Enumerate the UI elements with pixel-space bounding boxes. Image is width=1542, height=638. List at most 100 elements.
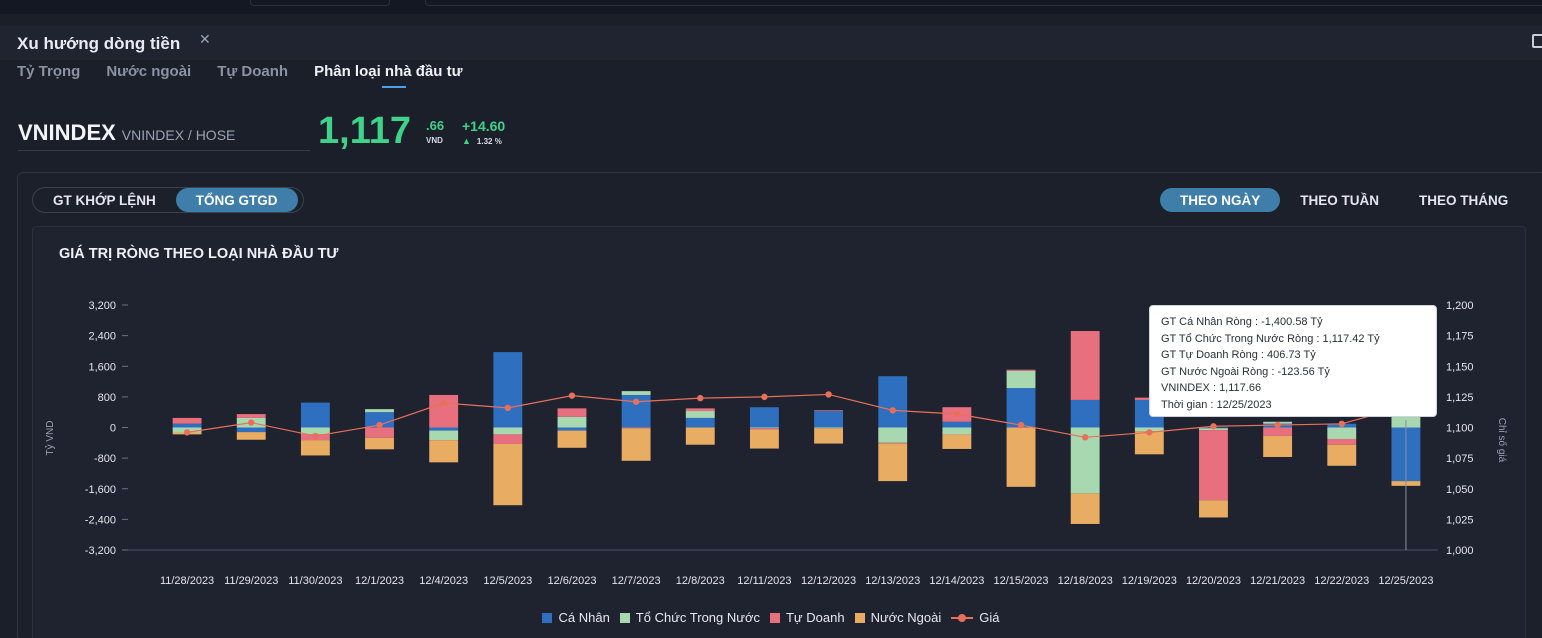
price-point <box>1274 421 1281 429</box>
legend-item-gia[interactable]: Giá <box>951 610 1000 625</box>
bar-segment <box>1327 444 1357 466</box>
bar-segment <box>1070 493 1100 524</box>
bar-segment <box>429 427 459 431</box>
y2-axis-label: Chỉ số giá <box>1496 418 1508 463</box>
legend-item-nuoc-ngoai[interactable]: Nước Ngoài <box>854 610 942 625</box>
x-tick-label: 12/6/2023 <box>548 575 597 587</box>
bar-segment <box>749 428 779 430</box>
y-tick-label: 1,600 <box>88 361 116 373</box>
x-tick-label: 11/28/2023 <box>160 575 214 587</box>
tong-gtgd-button[interactable]: TỔNG GTGD <box>175 188 298 212</box>
bar-segment <box>685 408 715 412</box>
bar-segment <box>1327 427 1357 439</box>
legend-label: Nước Ngoài <box>870 610 942 625</box>
bar-segment <box>878 443 908 482</box>
panel-header <box>0 26 1542 60</box>
top-search-box[interactable] <box>250 0 390 6</box>
ticker-header: VNINDEX VNINDEX / HOSE <box>18 120 235 146</box>
x-tick-label: 12/4/2023 <box>419 575 468 587</box>
price-line <box>186 393 1407 438</box>
tab-phan-loai-nha-dau-tu[interactable]: Phân loại nhà đầu tư <box>314 63 463 88</box>
x-tick-label: 12/21/2023 <box>1250 575 1305 587</box>
bar-segment <box>172 423 202 428</box>
legend-swatch <box>769 612 780 623</box>
tab-ty-trong[interactable]: Tỷ Trọng <box>17 63 81 80</box>
bar-segment <box>1006 369 1036 371</box>
price-point <box>889 407 896 414</box>
theo-ngay-button[interactable]: THEO NGÀY <box>1160 188 1281 212</box>
bar-segment <box>300 440 330 456</box>
bar-segment <box>300 402 330 428</box>
bar-segment <box>429 440 459 463</box>
bar-segment <box>493 352 523 428</box>
x-tick-label: 12/5/2023 <box>483 575 532 587</box>
theo-tuan-button[interactable]: THEO TUẦN <box>1300 192 1380 208</box>
bar-segment <box>942 427 972 435</box>
tooltip-line: VNINDEX : 1,117.66 <box>1161 382 1262 394</box>
x-tick-label: 12/14/2023 <box>929 575 984 587</box>
y-tick-label: -3,200 <box>85 545 116 557</box>
bar-segment <box>493 434 523 444</box>
legend-item-ca-nhan[interactable]: Cá Nhân <box>542 610 610 625</box>
y2-tick-label: 1,000 <box>1446 545 1474 557</box>
tab-tu-doanh[interactable]: Tự Doanh <box>217 63 289 80</box>
theo-thang-button[interactable]: THEO THÁNG <box>1419 192 1509 208</box>
legend-label: Cá Nhân <box>558 610 610 625</box>
legend-item-tu-doanh[interactable]: Tự Doanh <box>769 610 845 625</box>
x-tick-label: 12/13/2023 <box>865 575 920 587</box>
x-tick-label: 12/1/2023 <box>355 575 404 587</box>
legend-label: Tự Doanh <box>785 610 845 625</box>
tooltip-line: GT Cá Nhân Ròng : -1,400.58 Tỷ <box>1161 316 1323 328</box>
y-tick-label: -1,600 <box>85 484 116 496</box>
price-point <box>376 421 383 429</box>
bar-segment <box>172 417 202 424</box>
price-point <box>183 429 191 436</box>
x-tick-label: 12/15/2023 <box>993 575 1048 587</box>
bar-segment <box>1327 438 1357 445</box>
tooltip-line: GT Tổ Chức Trong Nước Ròng : 1,117.42 Tỷ <box>1161 332 1380 345</box>
bar-segment <box>685 411 715 418</box>
period-toggle: THEO NGÀY THEO TUẦN THEO THÁNG <box>1160 187 1540 213</box>
bar-segment <box>557 430 587 448</box>
bar-segment <box>365 437 394 450</box>
legend-swatch <box>854 612 865 623</box>
price-currency: VND <box>426 136 443 145</box>
y2-tick-label: 1,075 <box>1446 453 1474 465</box>
bar-segment <box>236 414 266 418</box>
bar-segment <box>365 409 394 413</box>
bar-segment <box>1199 430 1228 501</box>
price-decimal: .66 <box>426 118 445 133</box>
price-point <box>1081 434 1089 441</box>
bar-segment <box>236 432 266 440</box>
price-point <box>761 393 768 401</box>
bar-segment <box>493 427 523 435</box>
y-tick-label: 800 <box>98 392 116 404</box>
y2-tick-label: 1,150 <box>1446 361 1474 373</box>
price-point <box>440 399 447 407</box>
ticker-symbol: VNINDEX <box>18 120 116 145</box>
price-point <box>1017 421 1025 429</box>
bar-segment <box>814 428 844 444</box>
bar-segment <box>621 427 651 429</box>
price-point <box>953 410 961 418</box>
tab-nuoc-ngoai[interactable]: Nước ngoài <box>106 63 192 80</box>
bar-segment <box>878 376 908 428</box>
price-point <box>697 394 704 402</box>
expand-icon[interactable] <box>1532 34 1542 48</box>
x-tick-label: 12/11/2023 <box>737 575 791 587</box>
price-change-pct: ▲ 1.32 % <box>462 136 502 146</box>
top-ticker-bar <box>425 0 1542 6</box>
gt-khop-lenh-button[interactable]: GT KHỚP LỆNH <box>53 192 156 208</box>
price-point <box>825 391 832 398</box>
close-icon[interactable]: ✕ <box>199 31 211 47</box>
y-axis-label: Tỷ VND <box>44 421 56 456</box>
value-toggle: GT KHỚP LỆNH TỔNG GTGD <box>32 187 304 213</box>
legend-item-to-chuc[interactable]: Tổ Chức Trong Nước <box>619 610 760 625</box>
y2-tick-label: 1,025 <box>1446 514 1474 526</box>
bar-segment <box>749 427 779 429</box>
top-strip <box>0 0 1542 14</box>
x-tick-label: 12/18/2023 <box>1058 575 1113 587</box>
bar-segment <box>749 429 779 449</box>
bar-segment <box>1006 370 1036 389</box>
sub-tabs: Tỷ Trọng Nước ngoài Tự Doanh Phân loại n… <box>17 63 463 88</box>
